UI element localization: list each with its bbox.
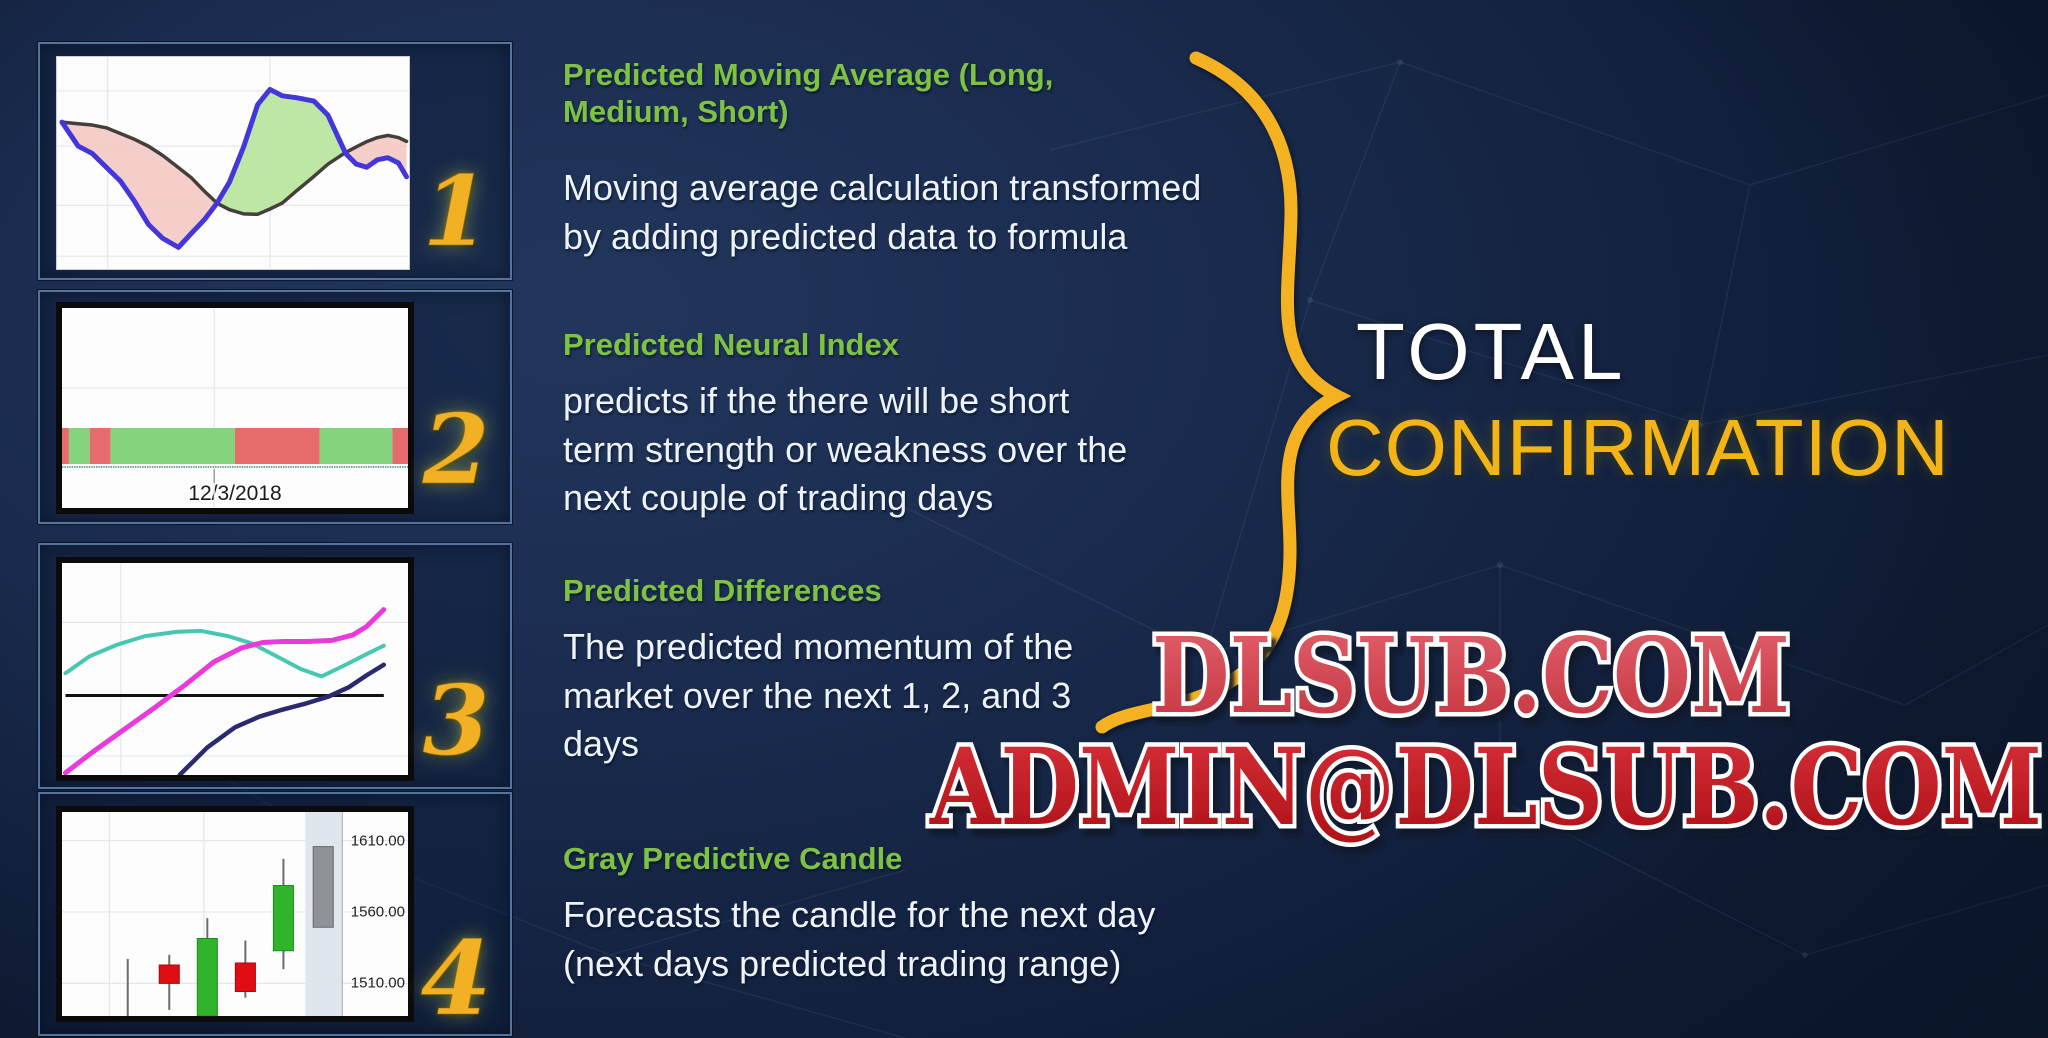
candle-body-up: [273, 885, 293, 950]
item-4-number: 4: [420, 919, 492, 1038]
item-1-title: Predicted Moving Average (Long, Medium, …: [563, 57, 1054, 130]
neural-index-red-segment: [235, 428, 320, 464]
gray-predictive-candle-plot: [62, 812, 408, 1016]
item-3-panel: 3: [38, 543, 512, 789]
chart-predicted-neural-index: 12/3/2018: [56, 302, 414, 514]
candle-body-down: [159, 965, 179, 983]
chart-date-label: 12/3/2018: [188, 482, 282, 505]
confirmation-label: CONFIRMATION: [1326, 403, 1950, 492]
item-2-panel: 12/3/2018 2: [38, 290, 512, 524]
price-axis-label: 1510.00: [350, 974, 405, 992]
neural-index-green-segment: [110, 428, 235, 464]
neural-index-green-segment: [68, 428, 90, 464]
item-3-description: The predicted momentum of the market ove…: [563, 626, 1074, 765]
predicted-moving-average-plot: [57, 57, 409, 269]
neural-index-red-segment: [392, 428, 408, 464]
item-3-number: 3: [422, 664, 490, 777]
item-2-description: predicts if the there will be short term…: [563, 380, 1128, 519]
predicted-neural-index-plot: [62, 308, 408, 508]
item-1-panel: 1: [38, 42, 512, 280]
candle-body-predicted: [313, 847, 333, 928]
candle-body-down: [235, 963, 255, 992]
chart-predicted-moving-average: [56, 56, 410, 270]
total-label: TOTAL: [1356, 307, 1627, 396]
chart-predicted-differences: [56, 557, 414, 781]
item-3-title: Predicted Differences: [563, 573, 882, 608]
item-2-number: 2: [422, 393, 490, 506]
neural-index-red-segment: [89, 428, 111, 464]
item-4-text: Gray Predictive Candle Forecasts the can…: [563, 840, 1155, 988]
item-1-description: Moving average calculation transformed b…: [563, 167, 1202, 257]
item-3-text: Predicted Differences The predicted mome…: [563, 572, 1073, 769]
neural-index-green-segment: [319, 428, 393, 464]
chart-gray-predictive-candle: 1610.00 1560.00 1510.00: [56, 806, 414, 1022]
predicted-differences-plot: [62, 563, 408, 775]
price-axis-label: 1560.00: [350, 903, 405, 921]
item-1-number: 1: [422, 155, 490, 268]
price-axis-label: 1610.00: [350, 832, 405, 850]
item-4-description: Forecasts the candle for the next day (n…: [563, 894, 1156, 984]
neural-index-red-segment: [62, 428, 69, 464]
item-2-title: Predicted Neural Index: [563, 327, 899, 362]
item-4-panel: 1610.00 1560.00 1510.00 4: [38, 792, 512, 1036]
item-1-text: Predicted Moving Average (Long, Medium, …: [563, 56, 1201, 262]
item-4-title: Gray Predictive Candle: [563, 841, 903, 876]
candle-body-up: [197, 938, 217, 1016]
item-2-text: Predicted Neural Index predicts if the t…: [563, 326, 1127, 523]
